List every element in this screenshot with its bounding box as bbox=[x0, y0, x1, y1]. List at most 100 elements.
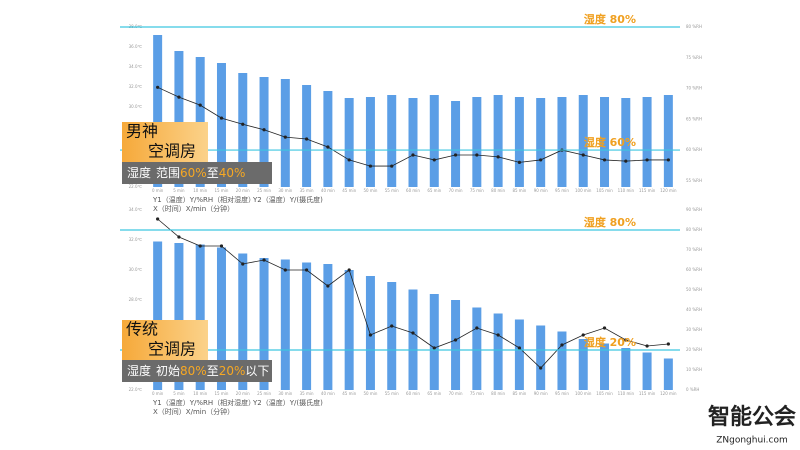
axis-note: X（时间）X/min（分钟） bbox=[153, 204, 234, 213]
temperature-bar bbox=[259, 77, 269, 187]
axis-note: Y2（温度）Y/(摄氏度) bbox=[252, 398, 323, 407]
temperature-bar bbox=[280, 259, 290, 390]
humidity-point bbox=[262, 128, 266, 132]
humidity-point bbox=[539, 158, 543, 162]
temperature-bar bbox=[493, 95, 503, 187]
x-tick-label: 50 min bbox=[363, 188, 377, 193]
x-tick-label: 75 min bbox=[470, 391, 484, 396]
temperature-bar bbox=[216, 63, 226, 187]
x-tick-label: 80 min bbox=[491, 188, 505, 193]
axis-note: X（时间）X/min（分钟） bbox=[153, 407, 234, 416]
humidity-point bbox=[156, 85, 160, 89]
humidity-point bbox=[645, 158, 649, 162]
temperature-bar bbox=[663, 95, 673, 187]
temperature-bar bbox=[153, 241, 163, 390]
x-tick-label: 5 min bbox=[173, 188, 185, 193]
humidity-point bbox=[475, 326, 479, 330]
x-tick-label: 110 min bbox=[618, 391, 635, 396]
x-tick-label: 15 min bbox=[215, 188, 229, 193]
x-tick-label: 35 min bbox=[300, 188, 314, 193]
y-tick-label: 32.0℃ bbox=[129, 237, 143, 242]
x-tick-label: 95 min bbox=[555, 188, 569, 193]
temperature-bar bbox=[365, 97, 375, 187]
temperature-bar bbox=[323, 91, 333, 187]
x-tick-label: 5 min bbox=[173, 391, 185, 396]
overlay-note-part: 至 bbox=[207, 364, 219, 378]
temperature-bar bbox=[621, 98, 631, 187]
humidity-point bbox=[666, 342, 670, 346]
x-tick-label: 120 min bbox=[660, 188, 677, 193]
temperature-bar bbox=[238, 253, 248, 390]
humidity-point bbox=[177, 95, 181, 99]
humidity-point bbox=[645, 344, 649, 348]
x-tick-label: 30 min bbox=[278, 188, 292, 193]
overlay-box bbox=[122, 320, 208, 360]
humidity-point bbox=[326, 284, 330, 288]
x-tick-label: 0 min bbox=[152, 188, 164, 193]
x-tick-label: 65 min bbox=[427, 188, 441, 193]
y2-tick-label: 10 %RH bbox=[686, 367, 702, 372]
x-tick-label: 10 min bbox=[193, 391, 207, 396]
y2-tick-label: 80 %RH bbox=[686, 227, 702, 232]
x-tick-label: 115 min bbox=[639, 188, 656, 193]
temperature-bar bbox=[429, 95, 439, 187]
x-tick-label: 55 min bbox=[385, 188, 399, 193]
overlay-note-part: 以下 bbox=[245, 364, 269, 378]
overlay-note-box bbox=[122, 360, 272, 382]
overlay-note-part: 20% bbox=[219, 364, 246, 378]
y-tick-label: 30.0℃ bbox=[129, 267, 143, 272]
temperature-bar bbox=[621, 348, 631, 390]
humidity-point bbox=[517, 346, 522, 350]
logo-url: ZNgonghui.com bbox=[716, 436, 788, 446]
temperature-bar bbox=[600, 97, 610, 187]
y2-tick-label: 70 %RH bbox=[686, 86, 702, 91]
temperature-bar bbox=[472, 97, 482, 187]
x-tick-label: 65 min bbox=[427, 391, 441, 396]
humidity-point bbox=[368, 164, 373, 168]
overlay-note-part: 湿度 bbox=[127, 363, 151, 378]
humidity-point bbox=[156, 217, 160, 221]
overlay-note-part: 40% bbox=[219, 166, 246, 180]
humidity-point bbox=[390, 324, 394, 328]
x-tick-label: 30 min bbox=[278, 391, 292, 396]
humidity-point bbox=[453, 153, 458, 157]
temperature-bar bbox=[663, 358, 673, 390]
humidity-point bbox=[219, 116, 224, 120]
y2-tick-label: 55 %RH bbox=[686, 178, 702, 183]
temperature-bar bbox=[195, 244, 205, 390]
humidity-point bbox=[411, 153, 415, 157]
x-tick-label: 100 min bbox=[575, 188, 592, 193]
humidity-point bbox=[432, 158, 436, 162]
temperature-bar bbox=[408, 98, 418, 187]
temperature-bar bbox=[408, 289, 418, 390]
temperature-bar bbox=[536, 98, 546, 187]
reference-label: 湿度 80% bbox=[584, 215, 636, 229]
temperature-bar bbox=[323, 264, 333, 390]
humidity-point bbox=[368, 333, 373, 337]
humidity-point bbox=[496, 155, 500, 159]
x-tick-label: 40 min bbox=[321, 188, 335, 193]
temperature-bar bbox=[557, 331, 567, 390]
x-tick-label: 70 min bbox=[449, 391, 463, 396]
temperature-bar bbox=[451, 101, 461, 187]
reference-label: 湿度 80% bbox=[584, 12, 636, 26]
reference-label: 湿度 60% bbox=[584, 135, 636, 149]
humidity-point bbox=[581, 153, 585, 157]
temperature-bar bbox=[174, 51, 184, 187]
humidity-point bbox=[475, 153, 479, 157]
humidity-point bbox=[177, 235, 181, 239]
overlay-note-part: 范围 bbox=[156, 166, 180, 180]
x-tick-label: 40 min bbox=[321, 391, 335, 396]
humidity-point bbox=[517, 160, 522, 164]
y-tick-label: 30.0℃ bbox=[129, 104, 143, 109]
temperature-bar bbox=[514, 97, 524, 187]
y-tick-label: 28.0℃ bbox=[129, 297, 143, 302]
y2-tick-label: 60 %RH bbox=[686, 147, 702, 152]
y-tick-label: 22.0℃ bbox=[129, 184, 143, 189]
temperature-bar bbox=[472, 307, 482, 390]
y-tick-label: 36.0℃ bbox=[129, 44, 143, 49]
x-tick-label: 105 min bbox=[596, 188, 613, 193]
temperature-bar bbox=[642, 352, 652, 390]
axis-note: Y1（温度）Y/%RH（相对湿度） bbox=[152, 398, 255, 407]
